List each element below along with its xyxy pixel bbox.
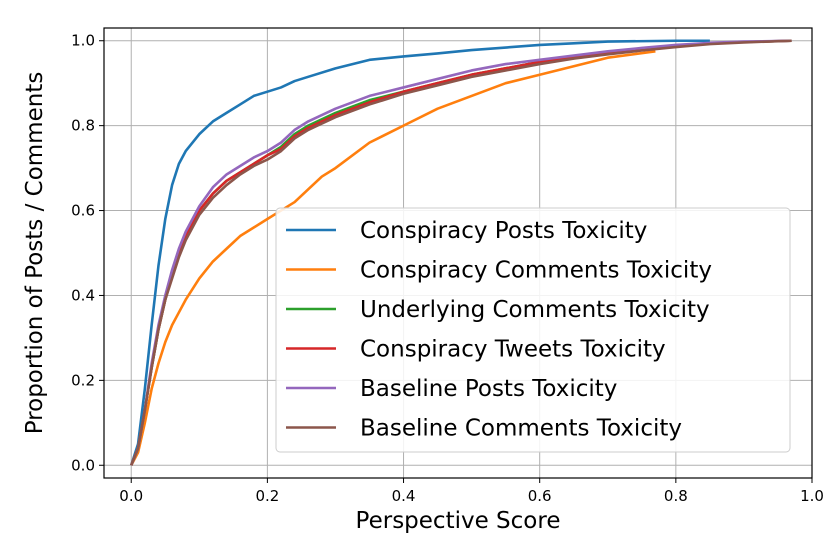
- x-tick-label: 0.2: [255, 487, 279, 505]
- x-tick-label: 0.6: [528, 487, 552, 505]
- legend-label-1: Conspiracy Posts Toxicity: [360, 218, 647, 244]
- x-tick-label: 0.8: [664, 487, 688, 505]
- y-tick-label: 0.6: [71, 202, 95, 220]
- legend-label-5: Baseline Posts Toxicity: [360, 376, 617, 402]
- legend-label-4: Conspiracy Tweets Toxicity: [360, 337, 666, 363]
- y-axis-label: Proportion of Posts / Comments: [22, 72, 48, 435]
- series-line-5: [130, 39, 792, 466]
- x-tick-label: 0.4: [392, 487, 416, 505]
- series-lines: [129, 39, 792, 466]
- y-tick-label: 0.4: [71, 286, 95, 304]
- y-tick-label: 0.0: [71, 456, 95, 474]
- y-tick-label: 0.2: [71, 371, 95, 389]
- x-tick-label: 1.0: [800, 487, 824, 505]
- y-tick-label: 1.0: [71, 32, 95, 50]
- plot-area-frame: [103, 27, 813, 479]
- axis-ticks: 0.0 0.2 0.4 0.6 0.8 1.0 0.0 0.2 0.4 0.6 0.8 1.0: [71, 32, 824, 505]
- legend-label-2: Conspiracy Comments Toxicity: [360, 258, 712, 284]
- x-axis-label: Perspective Score: [356, 508, 561, 534]
- series-line-2: [130, 50, 656, 466]
- legend-label-3: Underlying Comments Toxicity: [360, 297, 710, 323]
- legend-box: [275, 207, 791, 453]
- chart-legend: Conspiracy Posts Toxicity Conspiracy Comm…: [275, 207, 791, 453]
- x-tick-label: 0.0: [119, 487, 143, 505]
- legend-label-6: Baseline Comments Toxicity: [360, 416, 682, 442]
- y-tick-label: 0.8: [71, 117, 95, 135]
- series-line-6: [130, 39, 792, 466]
- series-line-1: [129, 39, 710, 466]
